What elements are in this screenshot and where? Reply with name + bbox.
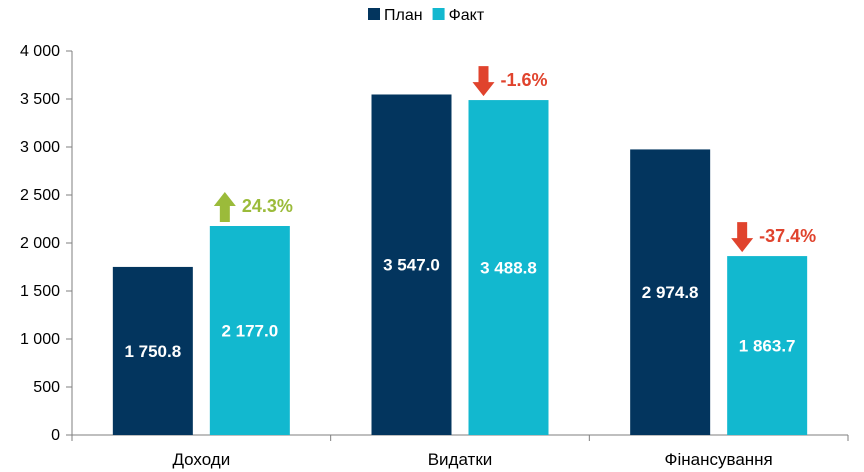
change-percent-label: -37.4% <box>759 226 816 246</box>
bar-fact <box>727 256 808 435</box>
bar-value-label: 1 863.7 <box>739 337 796 356</box>
change-indicator: 24.3% <box>213 192 293 223</box>
bar-value-label: 3 547.0 <box>383 256 440 275</box>
x-category-label: Доходи <box>172 450 230 469</box>
y-tick-label: 1 500 <box>20 283 60 300</box>
bars: 1 750.8 2 177.0 3 547.0 3 488.8 2 974.8 1 863… <box>112 94 808 436</box>
legend-swatch-plan <box>368 8 380 20</box>
arrow-up-icon <box>213 192 236 223</box>
change-indicator: -37.4% <box>731 222 816 253</box>
legend-swatch-fact <box>432 8 445 20</box>
y-tick-label: 2 000 <box>20 235 60 252</box>
bar-value-label: 1 750.8 <box>124 342 181 361</box>
y-tick-label: 500 <box>33 379 60 396</box>
y-axis: 0 500 1 000 1 500 2 000 2 500 3 000 3 500 4 000 <box>20 43 73 444</box>
bar-plan <box>630 149 711 436</box>
bar-fact <box>468 100 549 436</box>
change-percent-label: -1.6% <box>501 70 548 90</box>
x-axis: Доходи Видатки Фінансування <box>71 434 849 469</box>
bar-fact <box>209 226 290 435</box>
y-tick-label: 2 500 <box>20 187 60 204</box>
legend-label: Факт <box>449 7 485 24</box>
x-category-label: Фінансування <box>665 450 773 469</box>
bar-plan <box>112 266 193 435</box>
change-percent-label: 24.3% <box>242 196 293 216</box>
bar-plan <box>371 94 452 435</box>
change-indicators: 24.3% -1.6% -37.4% <box>213 66 816 253</box>
y-tick-label: 3 500 <box>20 91 60 108</box>
arrow-down-icon <box>731 222 754 253</box>
arrow-down-icon <box>472 66 495 97</box>
legend-label: План <box>384 7 423 24</box>
y-tick-label: 3 000 <box>20 139 60 156</box>
y-tick-label: 1 000 <box>20 331 60 348</box>
legend: План Факт <box>368 7 485 24</box>
bar-value-label: 2 177.0 <box>221 322 278 341</box>
change-indicator: -1.6% <box>472 66 548 97</box>
x-category-label: Видатки <box>428 450 493 469</box>
bar-value-label: 3 488.8 <box>480 259 537 278</box>
bar-value-label: 2 974.8 <box>642 283 699 302</box>
y-tick-label: 4 000 <box>20 43 60 60</box>
y-tick-label: 0 <box>51 427 60 444</box>
